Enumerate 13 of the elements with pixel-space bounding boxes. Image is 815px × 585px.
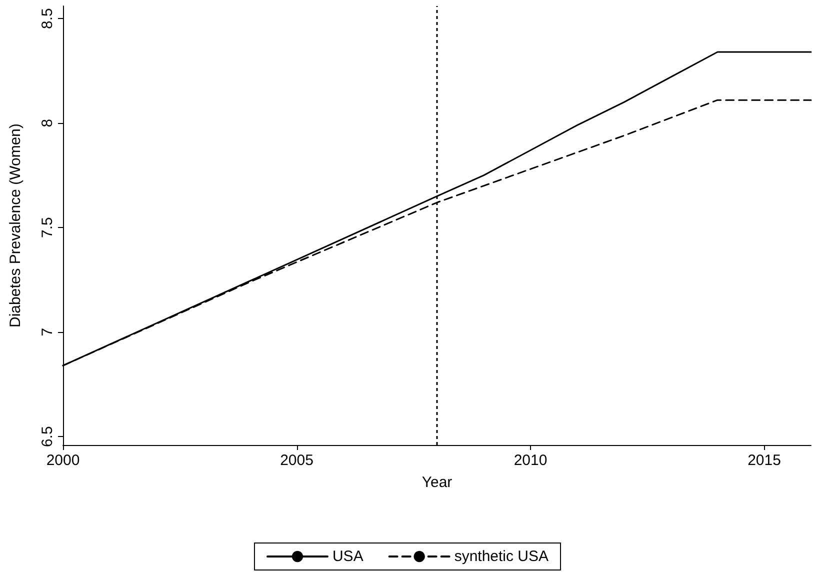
x-tick-label: 2005 (280, 452, 314, 469)
x-tick-label: 2010 (514, 452, 548, 469)
y-tick-label: 6.5 (39, 426, 56, 448)
y-tick-label: 7.5 (39, 217, 56, 238)
x-tick-label: 2015 (748, 452, 781, 469)
y-axis-title: Diabetes Prevalence (Women) (7, 124, 24, 328)
y-tick-label: 8 (39, 118, 56, 128)
y-tick-label: 8.5 (39, 8, 56, 29)
legend-label: USA (332, 548, 364, 565)
x-tick-label: 2000 (46, 452, 80, 469)
legend-label: synthetic USA (454, 548, 549, 565)
x-axis-title: Year (422, 474, 452, 491)
y-tick-label: 7 (39, 328, 56, 336)
